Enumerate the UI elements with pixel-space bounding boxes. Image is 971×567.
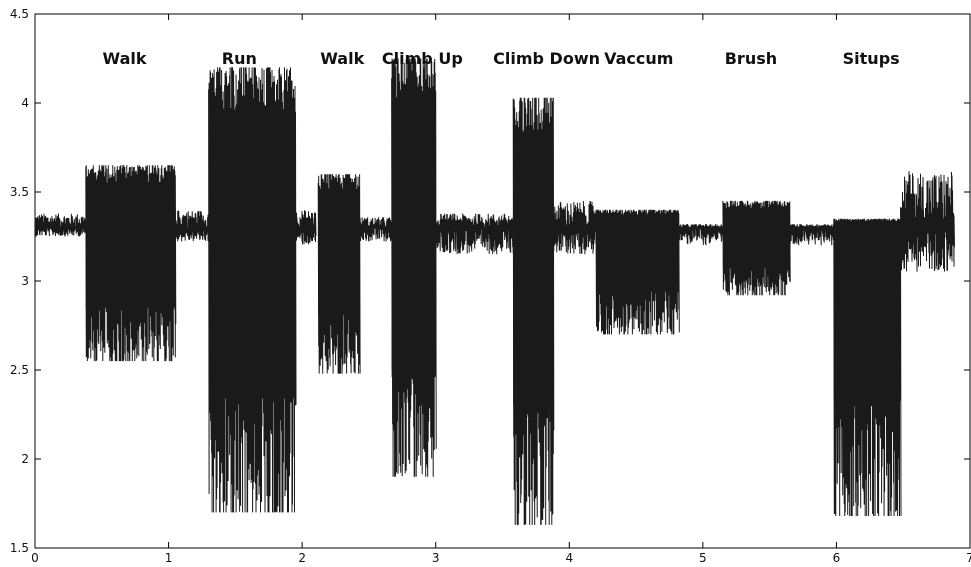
signal-segment xyxy=(678,223,724,246)
signal-segment xyxy=(34,213,87,237)
signal-segment-body xyxy=(391,105,436,378)
axis-ticks: 0 1 2 3 4 5 6 7 1.5 2 2.5 3 3.5 4 4.5 xyxy=(10,7,971,565)
activity-label: Climb Up xyxy=(382,49,463,68)
signal-segment-body xyxy=(833,221,901,401)
x-tick-label: 6 xyxy=(833,551,841,565)
signal-segment-body xyxy=(513,134,554,406)
y-tick-label: 3 xyxy=(21,274,29,288)
signal-segment-body xyxy=(208,112,296,399)
x-tick-label: 4 xyxy=(565,551,573,565)
y-tick-label: 3.5 xyxy=(10,185,29,199)
x-tick-label: 3 xyxy=(432,551,440,565)
activity-label: Walk xyxy=(320,49,364,68)
signal-segment-body xyxy=(85,182,176,308)
x-tick-label: 0 xyxy=(31,551,39,565)
y-tick-label: 2.5 xyxy=(10,363,29,377)
activity-label: Run xyxy=(222,49,257,68)
signal-segment-body xyxy=(722,208,790,269)
x-tick-label: 1 xyxy=(165,551,173,565)
x-tick-label: 2 xyxy=(298,551,306,565)
x-tick-label: 5 xyxy=(699,551,707,565)
x-tick-label: 7 xyxy=(966,551,971,565)
y-tick-label: 1.5 xyxy=(10,541,29,555)
activity-label: Situps xyxy=(843,49,900,68)
signal-segment xyxy=(900,171,955,272)
signal-segment xyxy=(174,210,210,242)
y-tick-label: 4 xyxy=(21,96,29,110)
activity-label: Brush xyxy=(725,49,777,68)
y-tick-label: 4.5 xyxy=(10,7,29,21)
activity-label: Walk xyxy=(102,49,146,68)
signal-segment xyxy=(789,224,835,246)
y-tick-label: 2 xyxy=(21,452,29,466)
signal-series xyxy=(34,58,955,525)
activity-labels: Walk Run Walk Climb Up Climb Down Vaccum Brush… xyxy=(102,49,899,68)
signal-segment-body xyxy=(596,214,679,292)
signal-segment xyxy=(295,210,317,245)
signal-segment-body xyxy=(318,189,360,316)
signal-segment xyxy=(552,200,597,255)
activity-label: Vaccum xyxy=(604,49,673,68)
activity-label: Climb Down xyxy=(493,49,600,68)
signal-segment xyxy=(359,217,393,242)
signal-segment xyxy=(435,213,515,255)
plot-area xyxy=(34,13,971,549)
